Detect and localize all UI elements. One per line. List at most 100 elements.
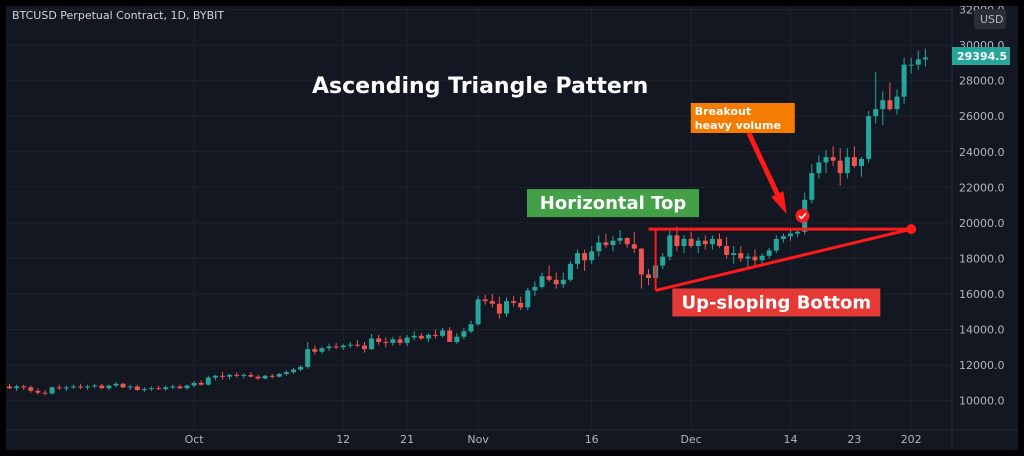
candle (731, 246, 737, 264)
candle-body (63, 387, 69, 389)
candle (617, 230, 623, 245)
candle (319, 346, 325, 354)
candle (504, 297, 509, 318)
candle (766, 247, 772, 259)
candle (99, 383, 105, 390)
candle (539, 272, 545, 289)
candle-body (340, 345, 346, 348)
candle (163, 385, 169, 391)
candle (830, 146, 836, 166)
candle (461, 327, 467, 340)
candle (844, 148, 850, 179)
candle-body (319, 348, 325, 352)
candle-body (127, 386, 133, 388)
candle-body (269, 375, 275, 377)
candle-body (546, 276, 552, 280)
candle-body (49, 387, 55, 394)
candle-body (837, 160, 843, 174)
candle (127, 384, 133, 390)
candle-body (894, 96, 900, 110)
candle-body (518, 302, 524, 308)
chart-title: Ascending Triangle Pattern (312, 74, 648, 99)
candle (177, 384, 183, 390)
candle-body (298, 366, 304, 370)
candle-body (234, 374, 240, 376)
candle (49, 386, 55, 395)
candle (276, 373, 282, 378)
candle (738, 246, 744, 262)
candle (433, 329, 438, 339)
candle (631, 231, 637, 254)
candle (603, 233, 609, 248)
candle-body (702, 240, 708, 245)
candle-body (14, 386, 20, 389)
candle-body (681, 238, 687, 246)
candle (489, 294, 495, 308)
candle (873, 71, 879, 124)
candle (191, 381, 197, 388)
candle (234, 372, 240, 378)
check-mark (798, 212, 807, 220)
candle-body (759, 255, 765, 261)
pattern-overlay: Horizontal Top Up-sloping Bottom Breakouth… (527, 103, 917, 317)
candle-body (738, 253, 744, 259)
candle-body (752, 256, 758, 261)
support-line (655, 227, 912, 292)
candle-body (255, 376, 261, 379)
y-tick-label: 22000.0 (959, 181, 1005, 194)
candle (390, 336, 396, 346)
candlestick-chart: Horizontal Top Up-sloping Bottom Breakouth… (6, 6, 1018, 450)
candle-body (525, 290, 531, 308)
candle (837, 148, 843, 186)
candle-body (291, 369, 296, 373)
candle (340, 343, 346, 350)
candle (347, 342, 353, 349)
candle (92, 383, 98, 389)
candle (326, 343, 332, 351)
candle-body (156, 388, 162, 390)
candle (496, 296, 502, 319)
candle-body (120, 383, 126, 388)
candle (518, 296, 524, 310)
breakout-arrow (746, 131, 785, 207)
candle-body (99, 385, 105, 389)
candle-body (908, 64, 914, 66)
y-tick-label: 24000.0 (959, 146, 1005, 159)
candle-body (149, 388, 154, 390)
candle (440, 327, 446, 338)
x-tick-label: 202 (901, 433, 922, 446)
candle-body (560, 279, 566, 285)
candle (298, 365, 304, 372)
candle-body (78, 386, 83, 388)
candle (283, 370, 289, 376)
x-tick-label: Nov (467, 433, 489, 446)
y-tick-label: 28000.0 (959, 75, 1005, 88)
candle-body (489, 301, 495, 304)
candle (425, 333, 431, 342)
candle-body (106, 385, 112, 389)
candle-body (461, 331, 467, 337)
candle-body (915, 59, 921, 65)
candle (702, 235, 708, 250)
candle-body (92, 385, 98, 387)
candle (610, 236, 616, 252)
candle-body (42, 392, 48, 394)
candle (482, 294, 488, 305)
candle-body (7, 386, 12, 389)
candle-body (28, 387, 34, 391)
y-tick-label: 10000.0 (959, 395, 1005, 408)
y-tick-label: 14000.0 (959, 324, 1005, 337)
candle (262, 374, 268, 380)
candle-body (454, 336, 460, 342)
candle (851, 146, 857, 168)
candle (695, 237, 701, 254)
candle-body (227, 374, 233, 377)
candle (646, 269, 651, 286)
candle (859, 157, 864, 177)
candle (780, 233, 786, 243)
candle-body (184, 385, 190, 389)
candle-body (35, 390, 41, 393)
candle-body (596, 242, 602, 252)
candle (156, 385, 162, 390)
candle (596, 235, 602, 257)
